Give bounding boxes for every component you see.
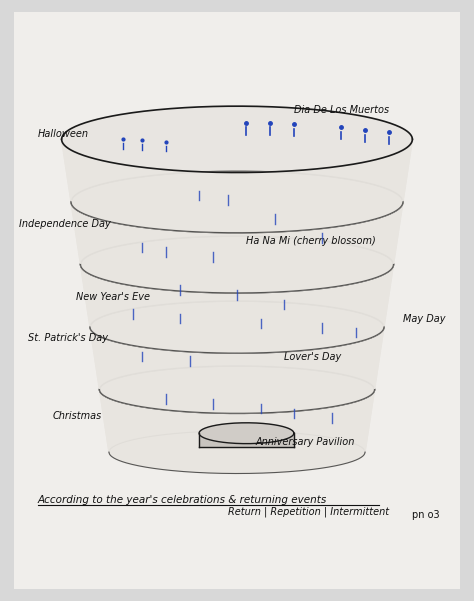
Text: pn o3: pn o3 [412,510,440,520]
Polygon shape [100,366,374,452]
Polygon shape [100,389,374,474]
Text: Independence Day: Independence Day [19,219,111,229]
Polygon shape [62,139,412,233]
Text: May Day: May Day [403,314,446,324]
Text: Ha Na Mi (cherry blossom): Ha Na Mi (cherry blossom) [246,236,376,246]
Text: Halloween: Halloween [38,129,89,139]
Polygon shape [81,264,393,353]
Text: Christmas: Christmas [52,411,101,421]
Polygon shape [90,327,384,413]
Text: Return | Repetition | Intermittent: Return | Repetition | Intermittent [228,507,389,517]
Text: Anniversary Pavilion: Anniversary Pavilion [256,437,356,447]
Text: Dia De Los Muertos: Dia De Los Muertos [294,105,389,115]
Polygon shape [199,433,294,447]
Text: Lover's Day: Lover's Day [284,352,342,362]
Text: New Year's Eve: New Year's Eve [76,293,150,302]
Text: According to the year's celebrations & returning events: According to the year's celebrations & r… [38,495,327,505]
Polygon shape [62,106,412,202]
Text: St. Patrick's Day: St. Patrick's Day [28,333,109,343]
Polygon shape [71,202,403,293]
Polygon shape [71,171,403,264]
Polygon shape [81,236,393,327]
Polygon shape [90,301,384,389]
Polygon shape [199,423,294,444]
